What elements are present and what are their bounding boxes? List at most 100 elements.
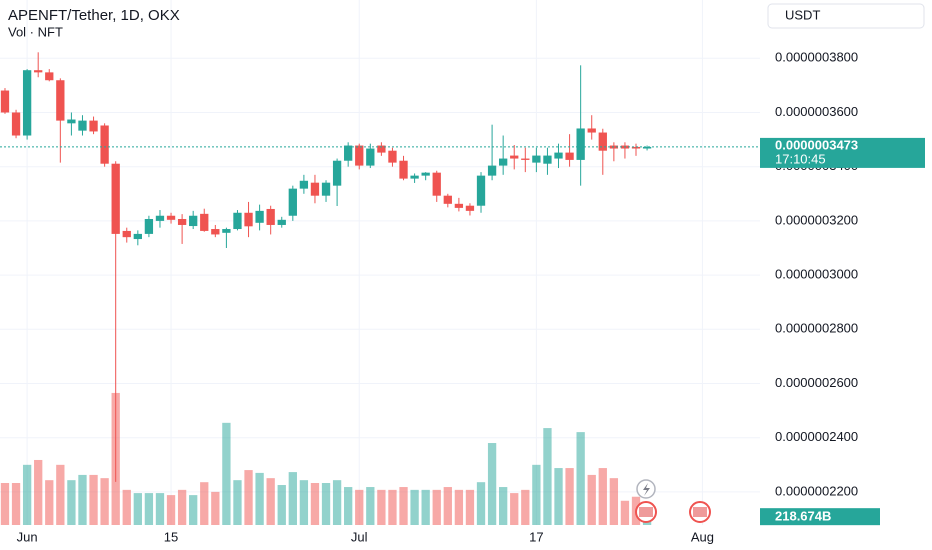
grid [0,0,760,525]
candle-body [189,215,198,227]
volume-bar [377,489,386,525]
volume-bar [244,470,253,525]
candle-body [532,155,541,163]
chart-title: APENFT/Tether, 1D, OKX [8,7,180,24]
candle-body [377,145,386,153]
volume-bar [78,474,87,525]
volume-bar [366,487,375,525]
volume-bar [122,489,131,525]
axes: 0.0000002200 0.0000002400 0.0000002600 0.00… [0,50,925,544]
lightning-glyph [643,483,650,496]
price-tag-label: 0.0000003473 [775,137,858,152]
candle-body [299,180,309,189]
currency-button-label[interactable]: USDT [785,7,820,22]
volume-bar [332,480,342,525]
volume-bar [100,478,109,525]
volume-bar [133,493,142,525]
volume-bar [355,489,364,525]
candle-body [410,175,419,179]
candle-body [443,195,452,204]
candle-body [100,125,109,164]
y-tick-label: 0.0000003200 [775,212,858,227]
volume-bar [587,474,596,525]
volume-bar [532,464,541,525]
candle-body [321,182,331,196]
volume-bar [0,483,10,525]
candle-body [200,213,209,231]
volume-bar [432,489,441,525]
candle-body [476,175,486,206]
candle-body [587,128,596,133]
volume-bar [266,478,275,525]
volume-bar [200,482,209,525]
volume-bar [476,482,486,525]
candle-body [11,112,21,136]
currency-button[interactable] [767,3,925,29]
volume-bar [255,472,264,525]
volume-bar [576,432,585,525]
y-tick-label: 0.0000003600 [775,104,858,119]
event-icons [635,479,711,523]
volume-bar [410,489,419,525]
volume-bar [189,495,198,525]
candle-body [521,158,530,160]
volume-bar [388,489,397,525]
volume-bar [67,480,76,525]
candle-body [598,132,607,151]
volume-bar [45,480,54,525]
candle-body [22,70,32,136]
candle-body [499,158,508,166]
candle-body [421,172,430,176]
candle-body [67,119,76,124]
volume-bar [321,483,331,525]
candle-body [266,208,275,225]
candle-body [565,152,574,160]
y-tick-label: 0.0000003800 [775,50,858,65]
volume-bar [443,487,452,525]
volume-bar [34,459,43,525]
candle-body [255,210,264,223]
volume-bar [211,491,220,525]
volume-tag [760,508,880,526]
volume-bar [155,493,165,525]
volume-bar [543,428,552,525]
volume-bar [166,495,176,525]
volume-bar [288,472,297,525]
candle-body [89,120,98,132]
volume-bar [177,489,187,525]
volume-tag-label: 218.674B [775,509,831,524]
volume-bar [233,480,242,525]
volume-bar [222,422,231,525]
candle-body [510,155,519,159]
volume-bar [22,464,32,525]
candle-body [233,212,242,230]
volume-bar [499,487,508,525]
candle-body [355,145,364,166]
volume-bar [454,489,464,525]
price-tag [760,137,925,168]
volume-bar [89,474,98,525]
volume-bar [11,483,21,525]
volume-bar [565,468,574,525]
volume-bar [521,489,530,525]
candle-body [631,146,641,149]
volume-bar [310,483,320,525]
candle-body [576,128,585,160]
chart-subtitle: Vol · NFT [8,24,63,39]
candle-body [122,230,131,238]
candle-body [111,163,120,234]
candle-body [344,145,353,161]
volume-bar [277,485,286,525]
candle-body [454,203,464,208]
x-tick-label: Jun [17,529,38,544]
y-tick-label: 0.0000002600 [775,375,858,390]
candle-body [155,215,165,221]
candle-body [432,172,441,196]
candle-body [45,72,54,81]
volume-bar [56,464,65,525]
candle-body [244,212,253,227]
candle-body [177,218,187,225]
x-tick-label: 15 [164,529,178,544]
candle-body [56,80,65,121]
